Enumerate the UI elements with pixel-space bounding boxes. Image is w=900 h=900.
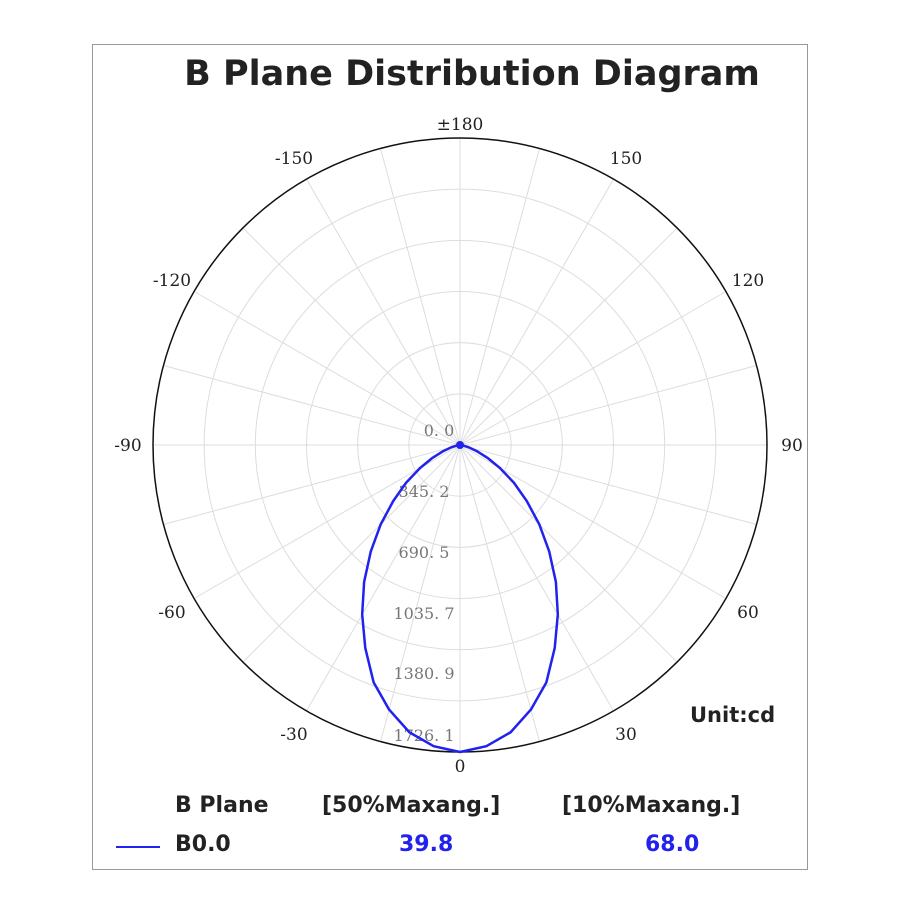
- grid-spoke: [380, 148, 461, 446]
- angle-tick-180: ±180: [437, 115, 484, 135]
- angle-tick-120: 120: [732, 271, 764, 291]
- radial-tick-4: 1380. 9: [393, 664, 454, 683]
- legend-10-value: 68.0: [645, 832, 700, 857]
- grid-spoke: [459, 444, 727, 599]
- grid-spoke: [306, 178, 461, 446]
- grid-spoke: [306, 444, 461, 712]
- legend-series-name: B0.0: [175, 832, 231, 857]
- angle-tick-150: 150: [610, 149, 642, 169]
- radial-tick-3: 1035. 7: [393, 604, 454, 623]
- series-layer: [360, 441, 560, 754]
- radial-tick-1: 345. 2: [399, 482, 450, 501]
- angle-tick-0: 0: [455, 757, 466, 777]
- grid-spoke: [459, 444, 678, 663]
- grid-spoke: [242, 444, 461, 663]
- angle-tick-90: 90: [781, 436, 803, 456]
- series-curve-B0.0: [360, 443, 560, 754]
- legend-line-swatch: [116, 846, 160, 848]
- angle-tick-neg60: -60: [158, 603, 185, 623]
- grid-spoke: [459, 291, 727, 446]
- radial-tick-0: 0. 0: [424, 421, 455, 440]
- legend-50-value: 39.8: [399, 832, 454, 857]
- grid-spoke: [459, 444, 540, 742]
- angle-tick-neg90: -90: [114, 436, 141, 456]
- chart-title: B Plane Distribution Diagram: [184, 54, 760, 94]
- angle-tick-neg150: -150: [275, 149, 313, 169]
- angle-tick-30: 30: [615, 725, 637, 745]
- grid-spoke: [459, 178, 614, 446]
- grid-spoke: [163, 444, 461, 525]
- grid-spoke: [380, 444, 461, 742]
- legend-header-plane: B Plane: [175, 793, 269, 818]
- grid-spoke: [242, 227, 461, 446]
- radial-tick-2: 690. 5: [399, 543, 450, 562]
- grid-spoke: [459, 365, 757, 446]
- legend-header-10: [10%Maxang.]: [562, 793, 741, 818]
- angle-tick-60: 60: [737, 603, 759, 623]
- grid-spoke: [193, 291, 461, 446]
- grid-spoke: [459, 444, 614, 712]
- chart-frame: [92, 44, 808, 870]
- grid-spoke: [459, 444, 757, 525]
- radial-tick-5: 1726. 1: [393, 726, 454, 745]
- grid-spoke: [459, 148, 540, 446]
- series-origin-point: [456, 441, 464, 449]
- angle-tick-neg120: -120: [153, 271, 191, 291]
- grid-spoke: [459, 227, 678, 446]
- angle-tick-neg30: -30: [280, 725, 307, 745]
- grid-spoke: [163, 365, 461, 446]
- legend-header-50: [50%Maxang.]: [322, 793, 501, 818]
- unit-label: Unit:cd: [690, 703, 776, 727]
- grid-spokes: [153, 138, 767, 752]
- grid-spoke: [193, 444, 461, 599]
